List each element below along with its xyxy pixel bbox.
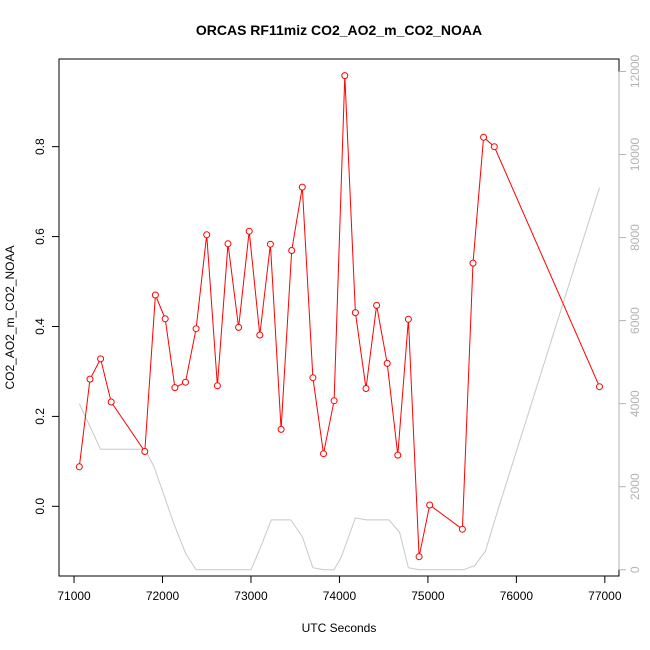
series-layer (75, 72, 603, 571)
co2-point (245, 227, 253, 235)
y-tick-label: 0.8 (33, 138, 47, 155)
y2-tick-label: 8000 (628, 224, 642, 251)
co2-point (394, 451, 402, 459)
y2-tick-label: 0 (628, 566, 642, 573)
y-tick-label: 0.2 (33, 408, 47, 425)
co2-point (309, 374, 317, 382)
co2-point (182, 378, 189, 386)
y-tick-label: 0.4 (33, 318, 47, 335)
co2-point (235, 323, 243, 331)
co2-point (351, 309, 359, 317)
co2-point (171, 384, 179, 392)
y2-tick-label: 4000 (628, 390, 642, 417)
co2-point (490, 143, 498, 151)
plot-frame (58, 58, 620, 577)
co2-point (298, 183, 306, 191)
co2-point (203, 231, 211, 239)
co2-point (383, 359, 391, 367)
co2-point (151, 291, 159, 299)
y2-tick-label: 2000 (628, 473, 642, 500)
co2-point (141, 448, 149, 455)
co2-point (415, 553, 423, 561)
co2-point (362, 385, 370, 392)
y2-axis: 0 2000 4000 6000 8000 10000 12000 (618, 54, 642, 573)
co2-point (596, 383, 603, 391)
co2-point (320, 450, 327, 458)
y-tick-label: 0.6 (33, 228, 47, 245)
co2-point (192, 325, 200, 333)
y2-tick-label: 6000 (628, 307, 642, 334)
co2-point (266, 240, 274, 248)
y2-tick-label: 12000 (628, 54, 642, 88)
y-tick-label: 0.0 (33, 498, 47, 515)
co2-point (213, 382, 221, 390)
x-tick-label: 72000 (146, 589, 180, 603)
y-axis: 0.0 0.2 0.4 0.6 0.8 (33, 138, 60, 515)
co2-point (458, 525, 466, 533)
x-tick-label: 77000 (588, 589, 622, 603)
x-tick-label: 74000 (323, 589, 357, 603)
co2-point (256, 331, 264, 339)
x-axis-label: UTC Seconds (302, 621, 377, 635)
x-tick-label: 73000 (234, 589, 268, 603)
co2-point (404, 315, 412, 323)
co2-point (86, 375, 94, 383)
co2-point (224, 240, 232, 248)
co2-point (107, 398, 115, 406)
x-tick-label: 75000 (411, 589, 445, 603)
x-tick-label: 76000 (500, 589, 534, 603)
co2-point (341, 72, 349, 80)
co2-point (288, 247, 296, 254)
co2-point (426, 501, 434, 509)
co2-point (97, 355, 105, 363)
y2-tick-label: 10000 (628, 138, 642, 172)
co2-point (469, 259, 477, 267)
x-tick-label: 71000 (57, 589, 91, 603)
co2-point (480, 133, 488, 141)
co2-point (161, 315, 169, 323)
altitude-line (78, 187, 600, 571)
co2-point (330, 397, 338, 405)
y-axis-label: CO2_AO2_m_CO2_NOAA (3, 245, 17, 389)
co2-point (75, 463, 83, 471)
co2-point (277, 425, 285, 433)
chart-title: ORCAS RF11miz CO2_AO2_m_CO2_NOAA (196, 22, 482, 38)
x-axis: 71000 72000 73000 74000 75000 76000 77000 (57, 575, 622, 603)
co2-point (373, 301, 381, 309)
co2-line (78, 75, 600, 557)
